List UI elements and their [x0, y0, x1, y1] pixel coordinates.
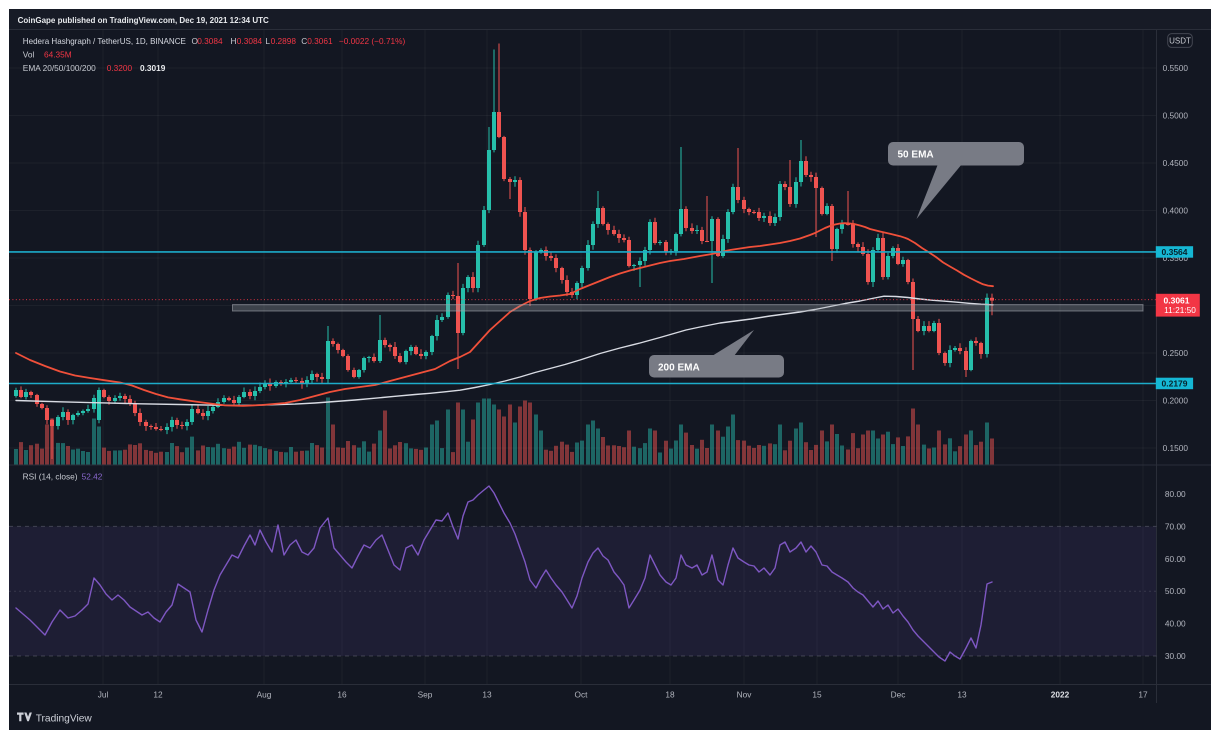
svg-text:2022: 2022	[1051, 690, 1070, 700]
svg-text:Dec: Dec	[891, 690, 906, 700]
svg-text:200 EMA: 200 EMA	[658, 363, 700, 374]
svg-text:USDT: USDT	[1169, 37, 1191, 46]
svg-text:17: 17	[1138, 690, 1148, 700]
svg-text:12: 12	[153, 690, 163, 700]
svg-text:13: 13	[482, 690, 492, 700]
svg-text:0.2000: 0.2000	[1163, 396, 1189, 406]
svg-text:40.00: 40.00	[1165, 619, 1186, 629]
svg-text:0.3500: 0.3500	[1163, 253, 1189, 263]
svg-text:16: 16	[337, 690, 347, 700]
svg-text:Jul: Jul	[98, 690, 109, 700]
svg-text:50.00: 50.00	[1165, 586, 1186, 596]
svg-text:13: 13	[957, 690, 967, 700]
svg-text:64.35M: 64.35M	[44, 50, 72, 60]
svg-text:0.3084: 0.3084	[237, 36, 263, 46]
svg-text:Oct: Oct	[575, 690, 589, 700]
svg-text:Nov: Nov	[737, 690, 753, 700]
svg-text:CoinGape published on TradingV: CoinGape published on TradingView.com, D…	[18, 16, 269, 25]
svg-text:RSI (14, close): RSI (14, close)	[23, 472, 78, 482]
svg-text:50 EMA: 50 EMA	[898, 150, 934, 161]
svg-text:Hedera Hashgraph / TetherUS, 1: Hedera Hashgraph / TetherUS, 1D, BINANCE	[23, 37, 187, 46]
svg-text:0.3019: 0.3019	[140, 63, 166, 73]
svg-text:H: H	[231, 36, 237, 46]
svg-text:52.42: 52.42	[82, 472, 103, 482]
svg-text:Aug: Aug	[257, 690, 272, 700]
svg-text:−0.0022 (−0.71%): −0.0022 (−0.71%)	[339, 36, 406, 46]
svg-text:0.1500: 0.1500	[1163, 443, 1189, 453]
svg-text:0.4000: 0.4000	[1163, 206, 1189, 216]
svg-text:30.00: 30.00	[1165, 651, 1186, 661]
svg-text:O: O	[192, 36, 199, 46]
svg-text:0.3061: 0.3061	[1164, 296, 1190, 306]
svg-text:0.3564: 0.3564	[1162, 247, 1188, 257]
svg-text:EMA 20/50/100/200: EMA 20/50/100/200	[23, 63, 96, 73]
svg-text:0.4500: 0.4500	[1163, 158, 1189, 168]
svg-text:15: 15	[812, 690, 822, 700]
svg-text:C: C	[301, 36, 307, 46]
svg-text:Vol: Vol	[23, 50, 35, 60]
svg-text:80.00: 80.00	[1165, 489, 1186, 499]
svg-text:60.00: 60.00	[1165, 554, 1186, 564]
svg-text:11:21:50: 11:21:50	[1164, 305, 1196, 315]
svg-text:TradingView: TradingView	[36, 713, 93, 724]
svg-text:0.2179: 0.2179	[1162, 379, 1188, 389]
svg-text:0.3084: 0.3084	[197, 36, 223, 46]
svg-text:L: L	[265, 36, 270, 46]
svg-text:Sep: Sep	[418, 690, 433, 700]
svg-text:18: 18	[665, 690, 675, 700]
svg-text:0.2500: 0.2500	[1163, 348, 1189, 358]
svg-text:0.3200: 0.3200	[107, 63, 133, 73]
svg-text:0.5000: 0.5000	[1163, 111, 1189, 121]
svg-text:70.00: 70.00	[1165, 521, 1186, 531]
svg-text:0.2898: 0.2898	[271, 36, 297, 46]
svg-text:0.3061: 0.3061	[307, 36, 333, 46]
svg-text:0.5500: 0.5500	[1163, 63, 1189, 73]
